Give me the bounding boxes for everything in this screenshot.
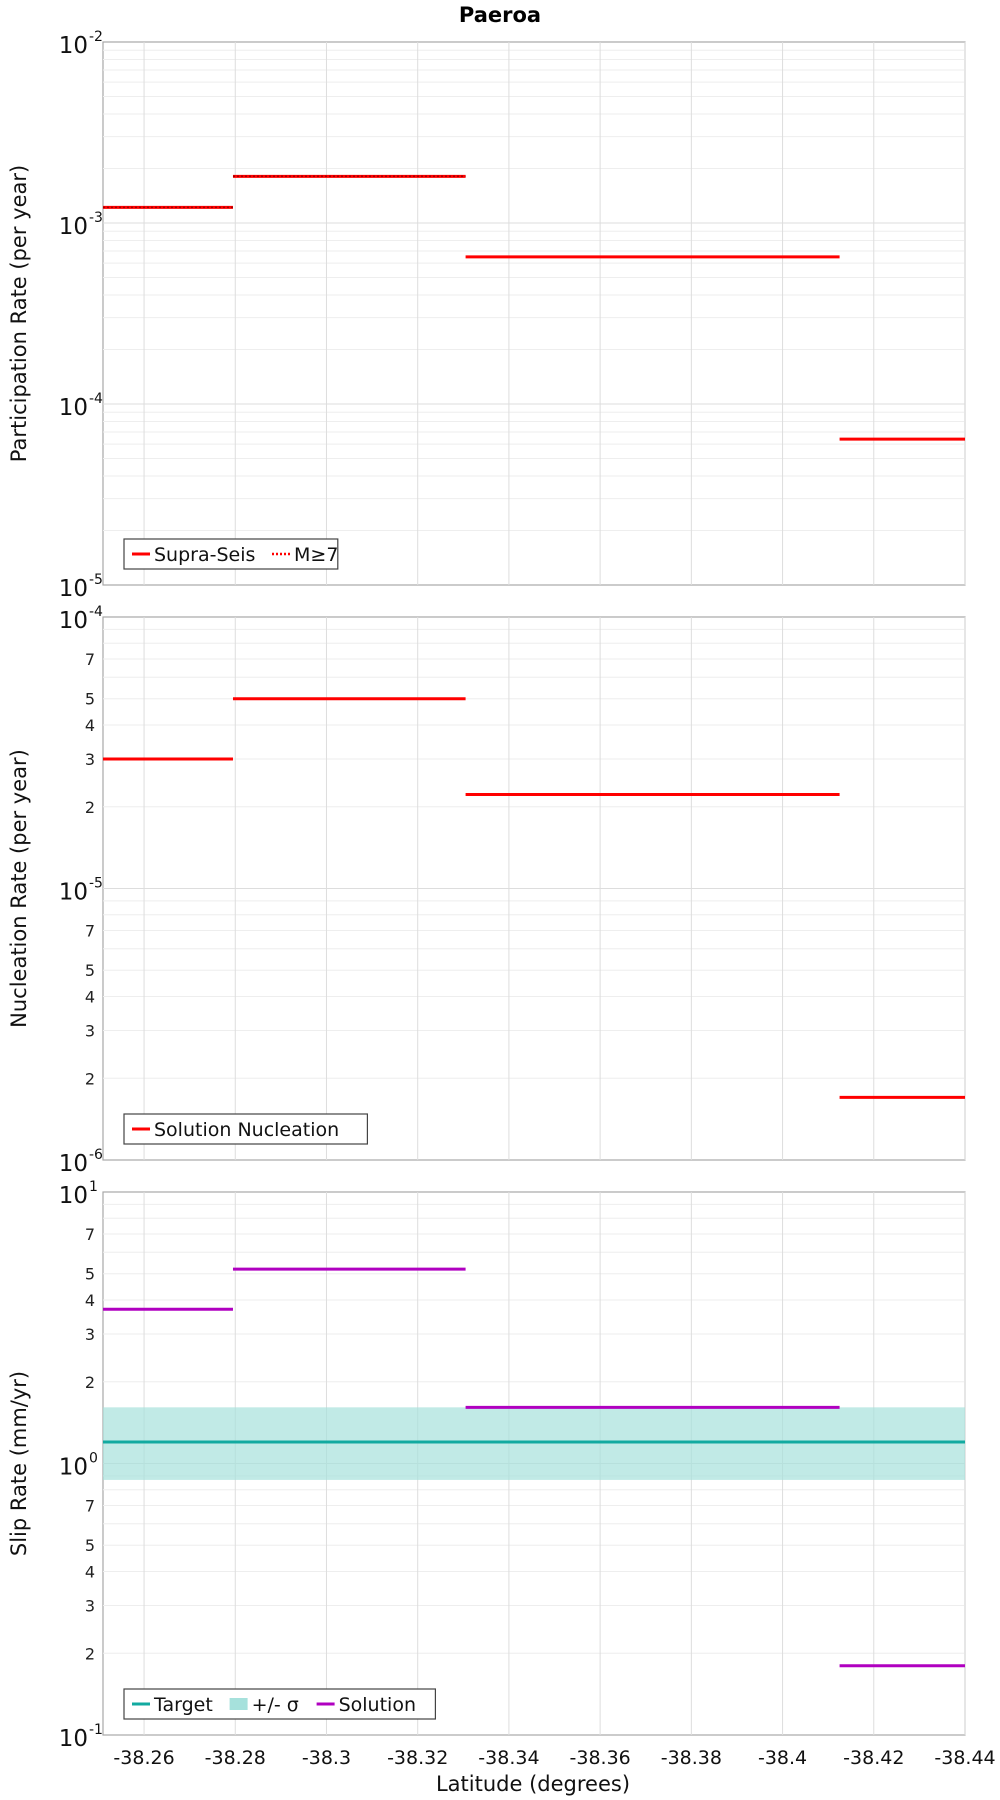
y-axis-title: Participation Rate (per year) xyxy=(7,165,31,462)
y-minor-tick-label: 4 xyxy=(85,1563,95,1582)
y-tick-exponent: -5 xyxy=(89,876,103,892)
y-minor-tick-label: 7 xyxy=(85,1225,95,1244)
x-tick-label: -38.26 xyxy=(113,1747,174,1769)
y-tick-exponent: -1 xyxy=(89,1722,103,1738)
y-minor-tick-label: 4 xyxy=(85,1291,95,1310)
y-minor-tick-label: 5 xyxy=(85,1536,95,1555)
y-tick-label: 10 xyxy=(59,880,88,906)
legend-label: M≥7 xyxy=(294,544,338,566)
y-minor-tick-label: 2 xyxy=(85,1644,95,1663)
y-tick-label: 10 xyxy=(59,395,88,421)
plot-area xyxy=(102,41,966,586)
y-tick-exponent: -5 xyxy=(89,572,103,588)
figure-title: Paeroa xyxy=(459,3,541,27)
x-tick-label: -38.34 xyxy=(478,1747,539,1769)
y-tick-label: 10 xyxy=(59,1183,88,1209)
x-tick-label: -38.28 xyxy=(205,1747,266,1769)
y-minor-tick-label: 2 xyxy=(85,798,95,817)
y-minor-tick-label: 3 xyxy=(85,1021,95,1040)
legend-label: Supra-Seis xyxy=(154,544,255,566)
y-tick-label: 10 xyxy=(59,576,88,602)
legend-label: Solution Nucleation xyxy=(154,1119,339,1141)
y-minor-tick-label: 7 xyxy=(85,1497,95,1516)
y-tick-label: 10 xyxy=(59,608,88,634)
legend-label: Solution xyxy=(339,1694,416,1716)
y-tick-label: 10 xyxy=(59,1151,88,1177)
y-minor-tick-label: 4 xyxy=(85,716,95,735)
legend-swatch xyxy=(229,1698,248,1710)
y-minor-tick-label: 3 xyxy=(85,1325,95,1344)
y-minor-tick-label: 5 xyxy=(85,690,95,709)
x-tick-label: -38.42 xyxy=(843,1747,904,1769)
y-minor-tick-label: 3 xyxy=(85,750,95,769)
y-tick-exponent: -6 xyxy=(89,1147,103,1163)
x-tick-label: -38.3 xyxy=(302,1747,351,1769)
y-minor-tick-label: 3 xyxy=(85,1596,95,1615)
y-minor-tick-label: 2 xyxy=(85,1069,95,1088)
y-tick-exponent: -3 xyxy=(89,210,103,226)
y-minor-tick-label: 7 xyxy=(85,922,95,941)
y-axis-title: Slip Rate (mm/yr) xyxy=(7,1371,31,1556)
legend-box xyxy=(123,538,339,570)
y-minor-tick-label: 7 xyxy=(85,650,95,669)
y-minor-tick-label: 2 xyxy=(85,1373,95,1392)
y-tick-exponent: 1 xyxy=(89,1179,98,1195)
y-minor-tick-label: 5 xyxy=(85,1265,95,1284)
y-tick-label: 10 xyxy=(59,1455,88,1481)
x-axis-title: Latitude (degrees) xyxy=(436,1772,630,1796)
x-tick-label: -38.36 xyxy=(570,1747,631,1769)
y-tick-label: 10 xyxy=(59,214,88,240)
legend: Supra-Seis M≥7 xyxy=(123,538,339,570)
x-tick-label: -38.44 xyxy=(934,1747,995,1769)
y-axis-title: Nucleation Rate (per year) xyxy=(7,749,31,1028)
legend-box xyxy=(123,1113,368,1145)
legend-label: +/- σ xyxy=(252,1694,299,1716)
legend-label: Target xyxy=(153,1694,213,1716)
y-tick-exponent: 0 xyxy=(89,1451,98,1467)
legend-box xyxy=(123,1688,436,1720)
y-tick-exponent: -2 xyxy=(89,29,103,45)
y-tick-exponent: -4 xyxy=(89,604,103,620)
sigma-band xyxy=(103,1407,965,1480)
y-tick-label: 10 xyxy=(59,1726,88,1752)
legend: Solution Nucleation xyxy=(123,1113,368,1145)
x-tick-label: -38.38 xyxy=(661,1747,722,1769)
x-tick-label: -38.32 xyxy=(387,1747,448,1769)
x-tick-label: -38.4 xyxy=(758,1747,807,1769)
legend: Target +/- σ Solution xyxy=(123,1688,436,1720)
y-tick-exponent: -4 xyxy=(89,391,103,407)
y-minor-tick-label: 4 xyxy=(85,988,95,1007)
y-tick-label: 10 xyxy=(59,33,88,59)
y-minor-tick-label: 5 xyxy=(85,961,95,980)
